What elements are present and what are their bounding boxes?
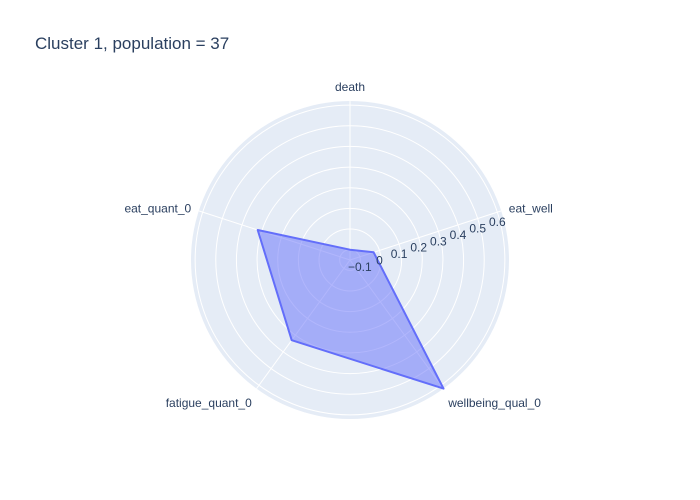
radial-tick-label: 0.4 — [450, 228, 467, 242]
category-label-fatigue-quant-0: fatigue_quant_0 — [166, 396, 252, 410]
category-label-death: death — [335, 80, 365, 94]
radial-tick-label: 0.2 — [410, 241, 427, 255]
radial-tick-label: 0 — [376, 253, 383, 267]
category-labels: death eat_well wellbeing_qual_0 fatigue_qua… — [124, 80, 552, 410]
radial-tick-labels: −0.1 0 0.1 0.2 0.3 0.4 0.5 0.6 — [348, 215, 506, 274]
category-label-eat-quant-0: eat_quant_0 — [124, 201, 191, 215]
radial-tick-label: 0.5 — [469, 222, 486, 236]
radial-tick-label: −0.1 — [348, 260, 372, 274]
radial-tick-label: 0.1 — [391, 247, 408, 261]
radial-tick-label: 0.3 — [430, 234, 447, 248]
angular-gridline — [349, 210, 502, 261]
category-label-wellbeing-qual-0: wellbeing_qual_0 — [447, 396, 541, 410]
series-polygon — [256, 229, 445, 390]
chart-title: Cluster 1, population = 37 — [35, 34, 230, 53]
radial-tick-label: 0.6 — [489, 215, 506, 229]
category-label-eat-well: eat_well — [509, 201, 553, 215]
